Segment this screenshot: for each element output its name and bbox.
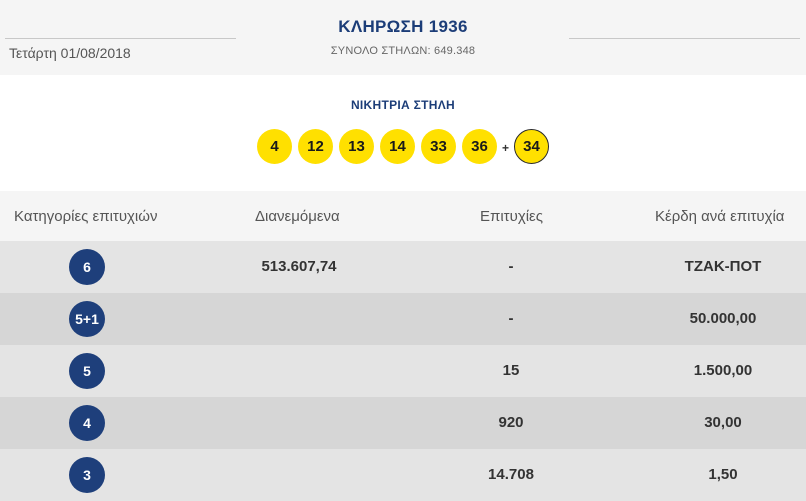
bonus-number-ball: 34 bbox=[514, 128, 549, 164]
winning-column-label: ΝΙΚΗΤΡΙΑ ΣΤΗΛΗ bbox=[350, 98, 456, 112]
header-divider-right bbox=[569, 38, 800, 39]
plus-sign: + bbox=[501, 141, 509, 155]
wins-count: 14.708 bbox=[488, 466, 534, 483]
table-row: 5 15 1.500,00 bbox=[0, 345, 806, 397]
prize-per-win: 1,50 bbox=[708, 466, 738, 483]
draw-date: Τετάρτη 01/08/2018 bbox=[9, 45, 131, 61]
total-columns: ΣΥΝΟΛΟ ΣΤΗΛΩΝ: 649.348 bbox=[330, 45, 476, 57]
draw-header: Τετάρτη 01/08/2018 ΚΛΗΡΩΣΗ 1936 ΣΥΝΟΛΟ Σ… bbox=[0, 0, 806, 75]
results-table-body: 6 513.607,74 - ΤΖΑΚ-ΠΟΤ 5+1 - 50.000,00 … bbox=[0, 241, 806, 501]
header-divider-left bbox=[5, 38, 236, 39]
table-row: 5+1 - 50.000,00 bbox=[0, 293, 806, 345]
winning-number-ball: 4 bbox=[256, 128, 292, 164]
category-badge: 4 bbox=[69, 405, 105, 441]
wins-count: - bbox=[508, 258, 514, 275]
prize-per-win: ΤΖΑΚ-ΠΟΤ bbox=[684, 258, 762, 275]
category-badge: 3 bbox=[69, 457, 105, 493]
header-prize: Κέρδη ανά επιτυχία bbox=[655, 208, 785, 225]
header-distributed: Διανεμόμενα bbox=[255, 208, 340, 225]
wins-count: 920 bbox=[498, 414, 524, 431]
prize-per-win: 50.000,00 bbox=[689, 310, 757, 327]
draw-title: ΚΛΗΡΩΣΗ 1936 bbox=[338, 17, 468, 36]
distributed-amount: 513.607,74 bbox=[261, 258, 337, 275]
category-badge: 5 bbox=[69, 353, 105, 389]
table-row: 4 920 30,00 bbox=[0, 397, 806, 449]
winning-number-ball: 36 bbox=[461, 128, 497, 164]
winning-number-ball: 14 bbox=[379, 128, 415, 164]
category-badge: 6 bbox=[69, 249, 105, 285]
winning-number-ball: 33 bbox=[420, 128, 456, 164]
prize-per-win: 1.500,00 bbox=[693, 362, 753, 379]
winning-number-ball: 12 bbox=[297, 128, 333, 164]
table-row: 3 14.708 1,50 bbox=[0, 449, 806, 501]
winning-numbers: 4 12 13 14 33 36 + 34 bbox=[0, 128, 806, 164]
header-wins: Επιτυχίες bbox=[480, 208, 543, 225]
prize-per-win: 30,00 bbox=[704, 414, 742, 431]
results-table-header: Κατηγορίες επιτυχιών Διανεμόμενα Επιτυχί… bbox=[0, 191, 806, 241]
table-row: 6 513.607,74 - ΤΖΑΚ-ΠΟΤ bbox=[0, 241, 806, 293]
wins-count: - bbox=[508, 310, 514, 327]
category-badge: 5+1 bbox=[69, 301, 105, 337]
winning-column-section: ΝΙΚΗΤΡΙΑ ΣΤΗΛΗ 4 12 13 14 33 36 + 34 bbox=[0, 75, 806, 191]
header-categories: Κατηγορίες επιτυχιών bbox=[14, 208, 158, 225]
winning-number-ball: 13 bbox=[338, 128, 374, 164]
wins-count: 15 bbox=[502, 362, 520, 379]
